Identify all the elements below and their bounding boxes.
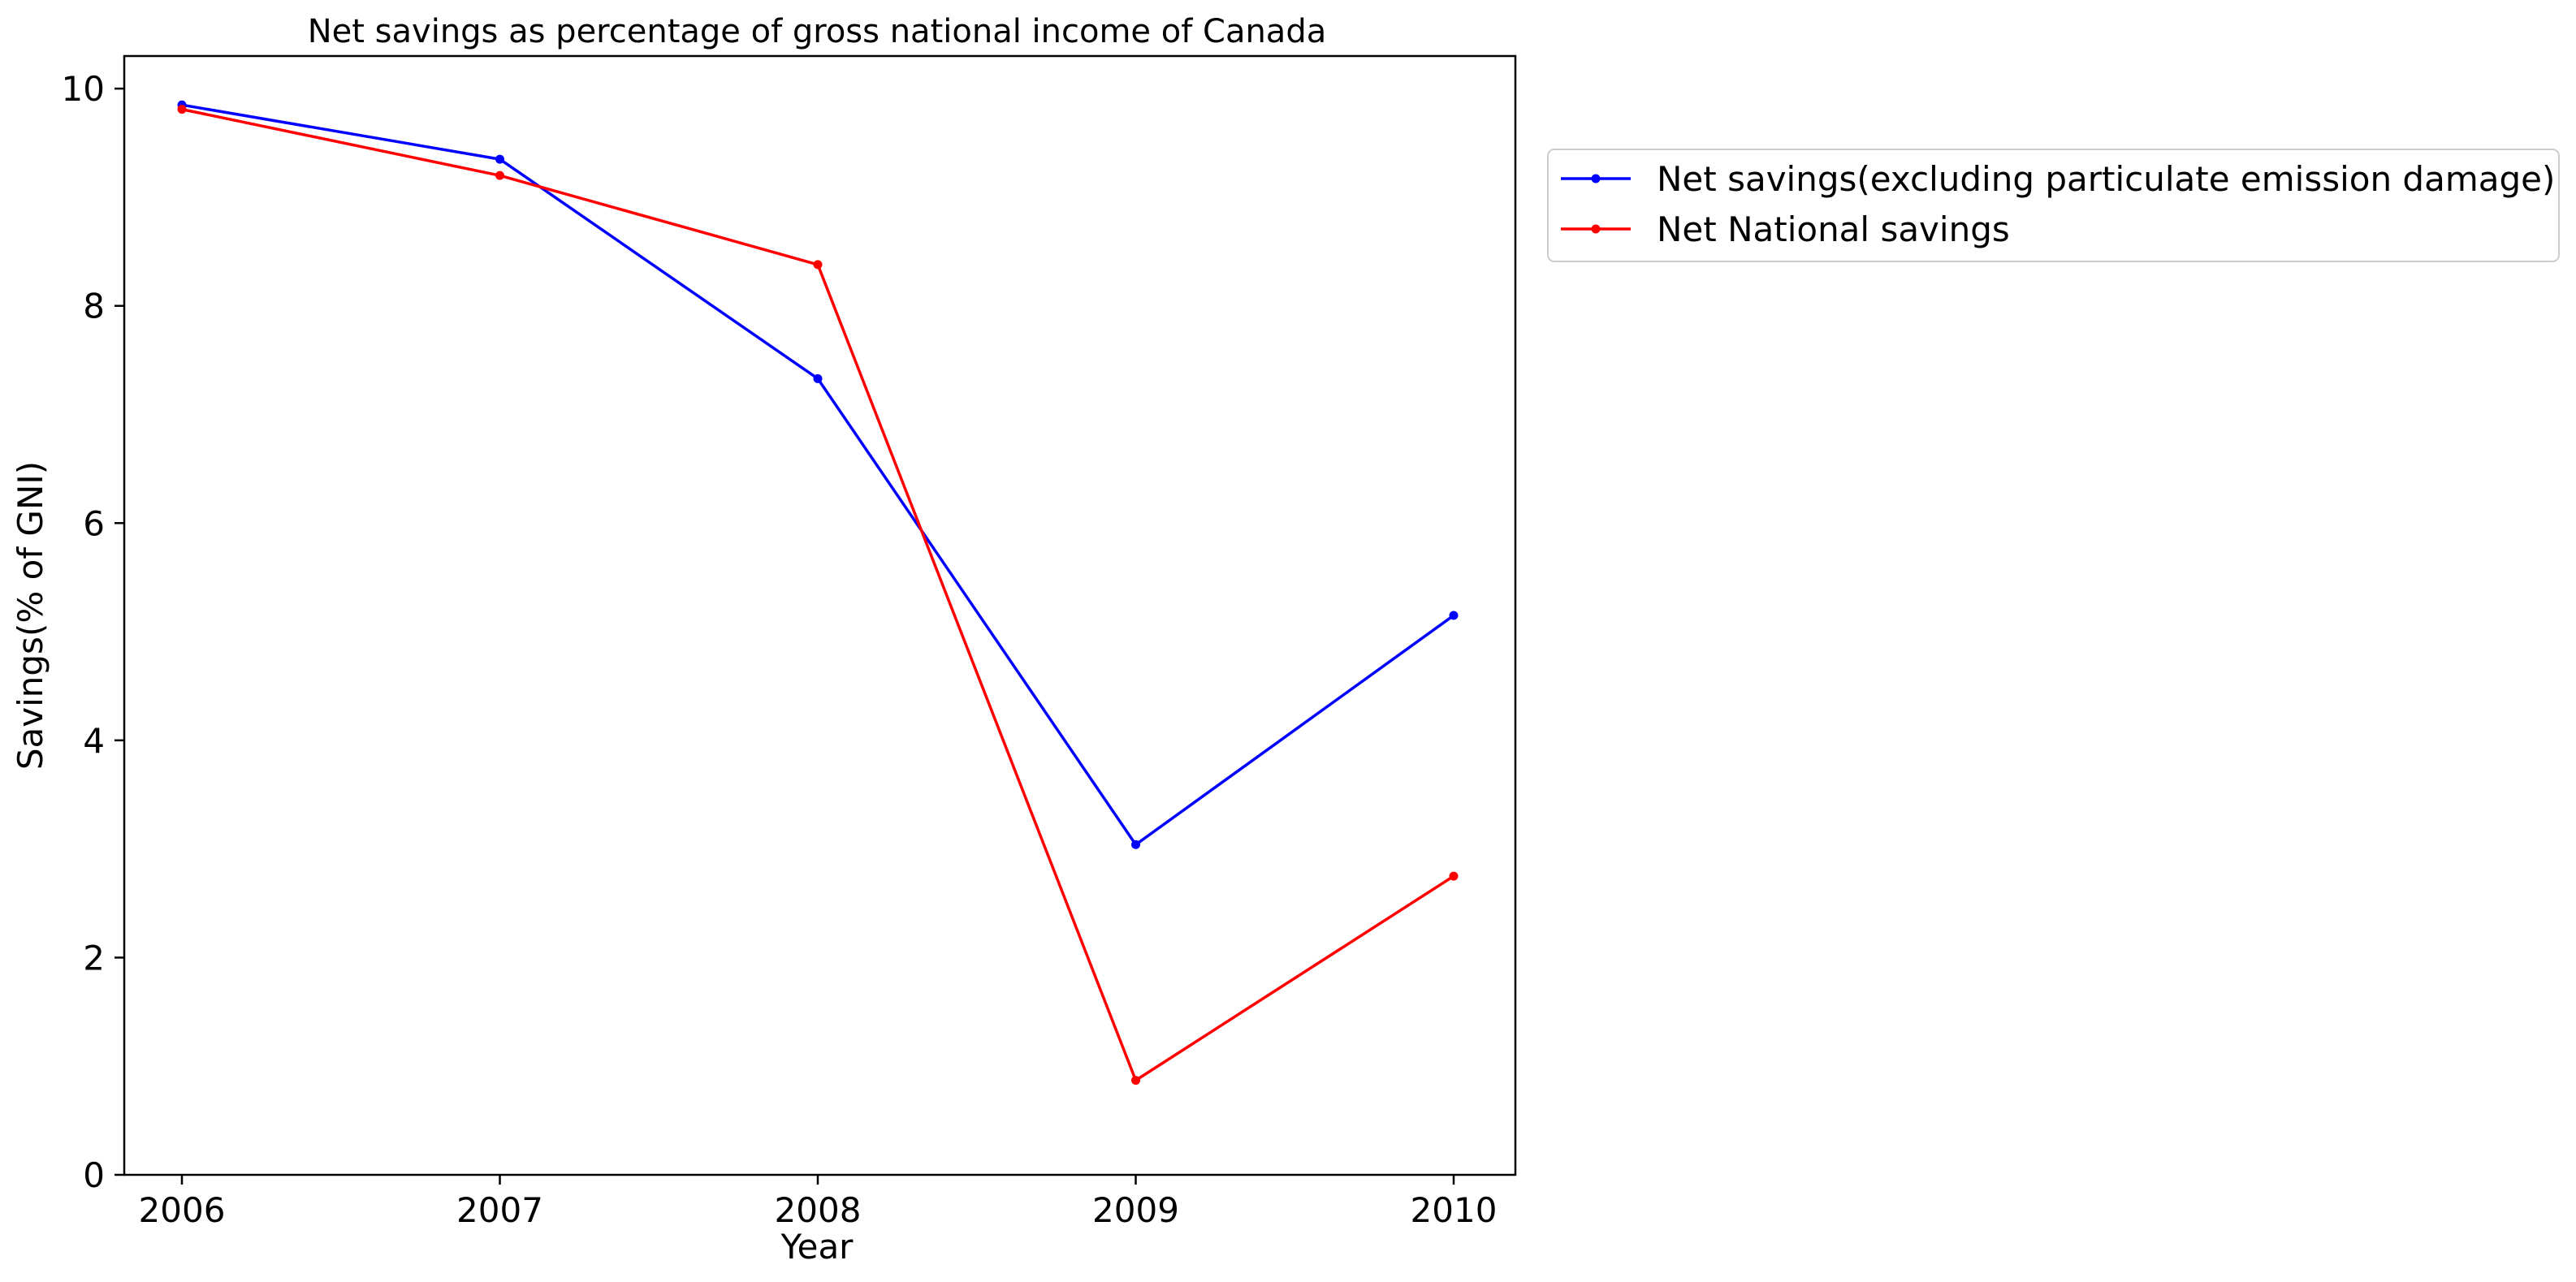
y-axis: 0 2 4 6 8 10 (62, 69, 124, 1195)
x-axis-label: Year (780, 1227, 854, 1267)
plot-frame (123, 54, 1517, 1176)
data-point (813, 373, 823, 383)
x-tick-label: 2006 (139, 1190, 226, 1230)
y-tick-label: 2 (83, 938, 105, 978)
x-tick-label: 2010 (1411, 1190, 1498, 1230)
y-tick-label: 8 (83, 287, 105, 326)
x-tick-label: 2008 (775, 1190, 862, 1230)
data-point (1131, 840, 1140, 849)
legend-label: Net National savings (1657, 209, 2010, 249)
legend-label: Net savings(excluding particulate emissi… (1657, 159, 2555, 199)
data-point (495, 171, 504, 180)
data-point (1449, 871, 1459, 881)
y-tick-label: 10 (62, 69, 105, 109)
legend-marker (1591, 224, 1601, 234)
legend-marker (1591, 174, 1601, 183)
data-point (1131, 1076, 1140, 1086)
x-tick-label: 2009 (1092, 1190, 1179, 1230)
plot-area (123, 54, 1517, 1176)
series-1 (177, 100, 1459, 849)
y-tick-label: 4 (83, 721, 105, 761)
y-tick-label: 6 (83, 503, 105, 543)
y-axis-label: Savings(% of GNI) (11, 461, 50, 770)
series-2 (177, 105, 1459, 1086)
data-point (1449, 611, 1459, 620)
chart-title: Net savings as percentage of gross natio… (308, 13, 1326, 50)
legend: Net savings(excluding particulate emissi… (1547, 149, 2560, 262)
y-tick-label: 0 (83, 1155, 105, 1195)
series-line (181, 103, 1455, 847)
data-point (813, 260, 823, 270)
x-tick-label: 2007 (456, 1190, 543, 1230)
legend-box (1547, 149, 2560, 262)
series-line (181, 107, 1454, 1082)
data-point (495, 154, 504, 164)
data-point (177, 105, 187, 114)
x-axis: 2006 2007 2008 2009 2010 (139, 1175, 1498, 1230)
series-layer (177, 100, 1459, 1086)
